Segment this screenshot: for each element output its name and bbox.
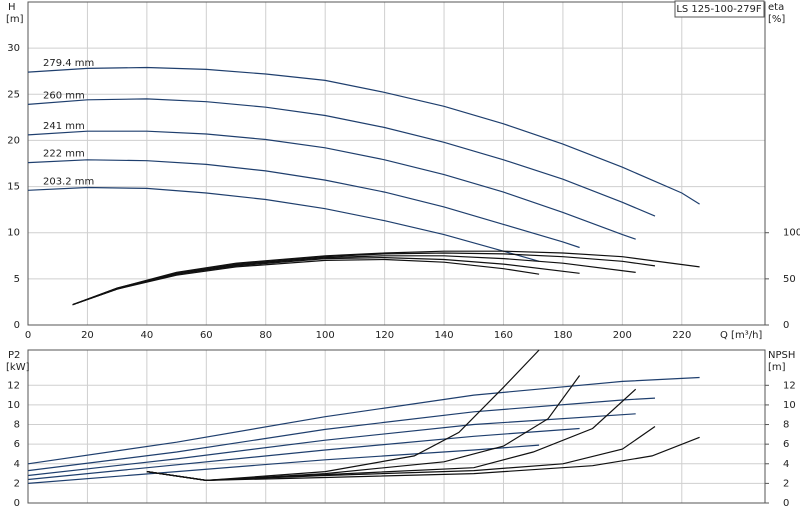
curve bbox=[27, 186, 540, 262]
y2-tick-label: 8 bbox=[783, 420, 789, 431]
plot-frame bbox=[27, 1, 766, 326]
y2-axis-label: NPSH bbox=[768, 350, 795, 361]
y2-tick-label: 100 bbox=[783, 228, 800, 239]
chart-title: LS 125-100-279F bbox=[676, 4, 762, 15]
y-tick-label: 0 bbox=[14, 498, 20, 509]
x-tick-label: 40 bbox=[141, 330, 154, 341]
y-axis-label: P2 bbox=[8, 350, 20, 361]
curve bbox=[72, 258, 540, 306]
y-tick-label: 0 bbox=[14, 320, 20, 331]
x-tick-label: 140 bbox=[435, 330, 454, 341]
y2-tick-label: 0 bbox=[783, 498, 789, 509]
curve-label: 222 mm bbox=[43, 149, 85, 160]
y2-tick-label: 0 bbox=[783, 320, 789, 331]
curve bbox=[27, 130, 636, 240]
x-tick-label: 220 bbox=[672, 330, 691, 341]
y2-tick-label: 4 bbox=[783, 459, 789, 470]
y-tick-label: 12 bbox=[7, 380, 20, 391]
curve bbox=[27, 98, 656, 217]
y-tick-label: 6 bbox=[14, 439, 20, 450]
curve bbox=[27, 413, 636, 477]
y-tick-label: 30 bbox=[7, 43, 20, 54]
curve bbox=[27, 376, 700, 465]
curve bbox=[27, 159, 580, 249]
curve-label: 241 mm bbox=[43, 121, 85, 132]
y-tick-label: 4 bbox=[14, 459, 20, 470]
x-tick-label: 20 bbox=[81, 330, 94, 341]
y2-tick-label: 10 bbox=[783, 400, 796, 411]
y-axis-unit: [kW] bbox=[6, 362, 30, 373]
x-tick-label: 60 bbox=[200, 330, 213, 341]
curve bbox=[146, 349, 540, 482]
x-tick-label: 160 bbox=[494, 330, 513, 341]
curve-label: 203.2 mm bbox=[43, 176, 94, 187]
y-axis-label: H bbox=[8, 2, 16, 13]
y-tick-label: 20 bbox=[7, 135, 20, 146]
y2-axis-unit: [m] bbox=[768, 362, 786, 373]
y-tick-label: 8 bbox=[14, 420, 20, 431]
x-tick-label: 180 bbox=[553, 330, 572, 341]
y2-tick-label: 12 bbox=[783, 380, 796, 391]
curve bbox=[27, 397, 656, 472]
plot-frame bbox=[27, 349, 766, 504]
y-tick-label: 10 bbox=[7, 400, 20, 411]
curve-label: 260 mm bbox=[43, 90, 85, 101]
curve bbox=[27, 66, 700, 205]
y2-axis-unit: [%] bbox=[768, 14, 785, 25]
title-box bbox=[674, 0, 765, 18]
y-tick-label: 10 bbox=[7, 228, 20, 239]
y2-tick-label: 2 bbox=[783, 478, 789, 489]
curve-label: 279.4 mm bbox=[43, 58, 94, 69]
y-tick-label: 25 bbox=[7, 89, 20, 100]
curve bbox=[27, 427, 580, 481]
x-tick-label: 200 bbox=[613, 330, 632, 341]
y-axis-unit: [m] bbox=[6, 14, 24, 25]
y2-tick-label: 50 bbox=[783, 274, 796, 285]
x-tick-label: 120 bbox=[375, 330, 394, 341]
y-tick-label: 5 bbox=[14, 274, 20, 285]
y-tick-label: 15 bbox=[7, 182, 20, 193]
y2-tick-label: 6 bbox=[783, 439, 789, 450]
x-tick-label: 100 bbox=[316, 330, 335, 341]
x-tick-label: 0 bbox=[25, 330, 31, 341]
y2-axis-label: eta bbox=[768, 2, 784, 13]
x-tick-label: 80 bbox=[259, 330, 272, 341]
x-axis-label: Q [m³/h] bbox=[720, 330, 762, 341]
curve bbox=[72, 252, 656, 306]
y-tick-label: 2 bbox=[14, 478, 20, 489]
